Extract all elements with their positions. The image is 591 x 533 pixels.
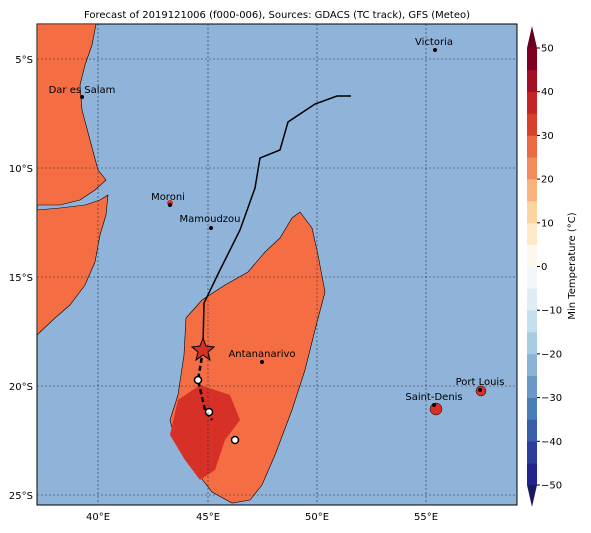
colorbar: 50 40 30 20 10 0 −10 −20 −30 −40 −50 — [527, 26, 562, 507]
colorbar-segment — [527, 222, 537, 245]
colorbar-extend-bottom — [527, 485, 537, 507]
forecast-point — [193, 375, 203, 385]
lat-tick-label: 25°S — [9, 491, 33, 502]
place-label: Saint-Denis — [405, 392, 462, 403]
colorbar-segment — [527, 69, 537, 92]
place-label: Port Louis — [456, 377, 505, 388]
colorbar-segment — [527, 463, 537, 486]
colorbar-tick-label: −30 — [541, 393, 562, 404]
colorbar-segment — [527, 157, 537, 180]
title: Forecast of 2019121006 (f000-006), Sourc… — [84, 10, 470, 21]
colorbar-segment — [527, 266, 537, 289]
places: Victoria Dar es Salam Moroni Mamoudzou Antan… — [49, 37, 505, 407]
colorbar-segment — [527, 288, 537, 311]
colorbar-tick-label: −40 — [541, 437, 562, 448]
lon-tick-label: 45°E — [196, 512, 220, 523]
place-label: Mamoudzou — [179, 214, 240, 225]
colorbar-segment — [527, 244, 537, 267]
colorbar-segment — [527, 91, 537, 114]
lat-tick-label: 20°S — [9, 382, 33, 393]
colorbar-segment — [527, 353, 537, 377]
colorbar-label: Min Temperature (°C) — [567, 212, 578, 319]
colorbar-tick-label: 0 — [541, 262, 547, 273]
colorbar-tick-label: 30 — [541, 131, 554, 142]
forecast-point — [204, 407, 214, 417]
colorbar-tick-label: 40 — [541, 87, 554, 98]
place-dot — [432, 403, 436, 407]
place-dot — [260, 360, 264, 364]
lon-tick-label: 55°E — [414, 512, 438, 523]
colorbar-segment — [527, 419, 537, 442]
colorbar-segment — [527, 375, 537, 398]
reunion — [429, 402, 443, 416]
colorbar-tick-label: 20 — [541, 175, 554, 186]
place-dot — [80, 95, 84, 99]
place-label: Dar es Salam — [49, 85, 116, 96]
colorbar-tick-label: 10 — [541, 218, 554, 229]
colorbar-segment — [527, 310, 537, 333]
lat-tick-label: 5°S — [15, 55, 33, 66]
colorbar-segment — [527, 113, 537, 136]
madagascar-warm-zone — [170, 385, 240, 480]
colorbar-segment — [527, 200, 537, 224]
lat-tick-label: 10°S — [9, 164, 33, 175]
map: Victoria Dar es Salam Moroni Mamoudzou Antan… — [36, 23, 518, 506]
colorbar-segment — [527, 397, 537, 420]
lat-tick-label: 15°S — [9, 273, 33, 284]
colorbar-segment — [527, 332, 537, 355]
place-dot — [433, 48, 437, 52]
grid — [37, 24, 517, 505]
colorbar-segment — [527, 135, 537, 158]
africa-coast-south — [36, 194, 109, 336]
colorbar-extend-top — [527, 26, 537, 48]
storm-center — [190, 336, 216, 362]
colorbar-tick-label: −50 — [541, 481, 562, 492]
lon-tick-label: 50°E — [305, 512, 329, 523]
place-label: Antananarivo — [228, 349, 295, 360]
lon-tick-label: 40°E — [86, 512, 110, 523]
colorbar-tick-label: −20 — [541, 349, 562, 360]
place-label: Victoria — [415, 37, 453, 48]
colorbar-segment — [527, 441, 537, 464]
colorbar-segment — [527, 48, 537, 71]
colorbar-tick-label: 50 — [541, 44, 554, 55]
track — [202, 95, 351, 347]
place-label: Moroni — [151, 192, 185, 203]
africa-coast-north — [36, 23, 107, 206]
place-dot — [478, 388, 482, 392]
forecast-point — [230, 435, 240, 445]
place-dot — [209, 226, 213, 230]
colorbar-tick-label: −10 — [541, 306, 562, 317]
colorbar-segment — [527, 179, 537, 202]
place-dot — [168, 203, 172, 207]
